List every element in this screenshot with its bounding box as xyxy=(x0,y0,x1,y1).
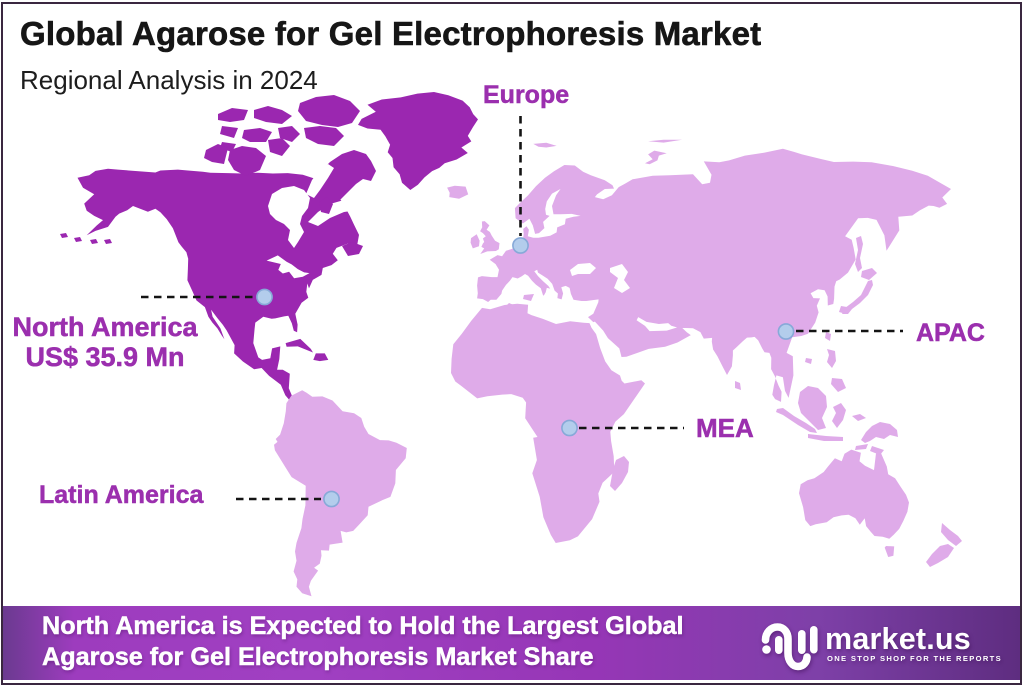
svg-text:ONE STOP SHOP FOR THE REPORTS: ONE STOP SHOP FOR THE REPORTS xyxy=(827,654,1002,663)
svg-text:market.us: market.us xyxy=(825,622,971,656)
